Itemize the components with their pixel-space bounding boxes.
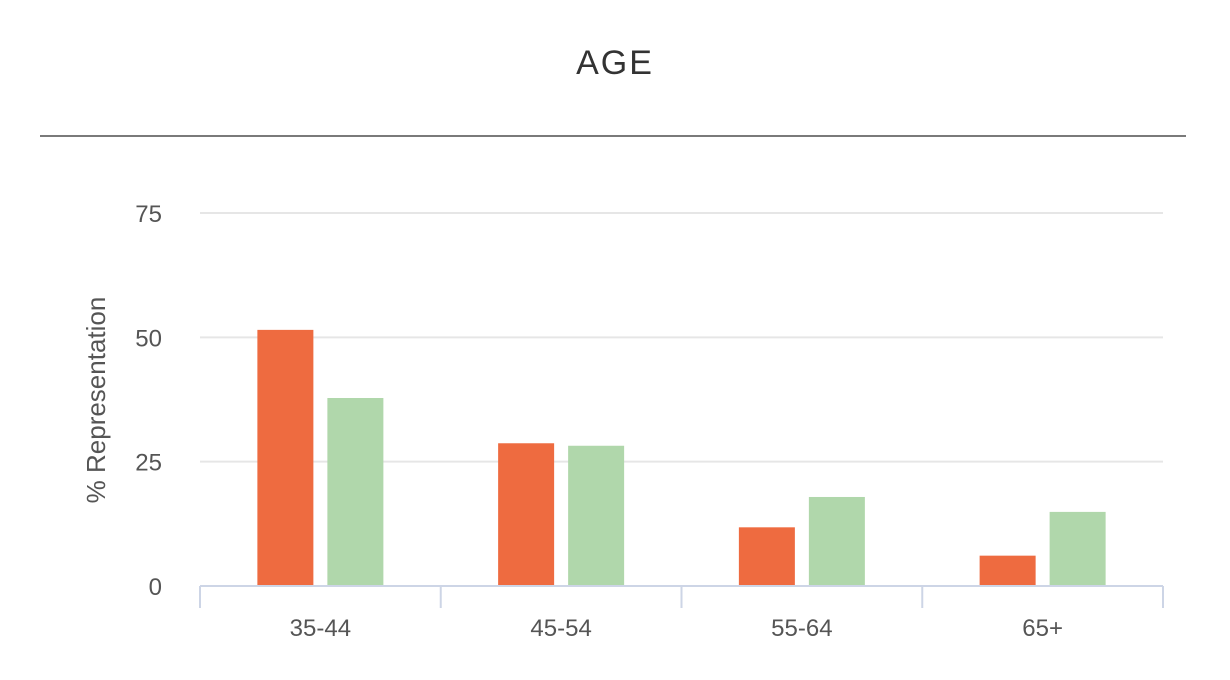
y-axis-label: % Representation <box>81 297 111 504</box>
y-tick-label: 75 <box>135 201 162 228</box>
bars <box>257 329 1106 586</box>
bar-series1-35-44 <box>257 329 314 586</box>
y-tick-label: 25 <box>135 450 162 477</box>
bar-series1-65+ <box>979 555 1036 586</box>
x-ticks: 35-44 45-54 55-64 65+ <box>290 615 1063 642</box>
bar-series2-35-44 <box>327 398 384 586</box>
bar-series2-45-54 <box>568 445 625 586</box>
y-ticks: 0 25 50 75 <box>135 201 162 601</box>
bar-series2-55-64 <box>808 496 865 586</box>
title-divider <box>40 135 1186 137</box>
y-tick-label: 0 <box>149 574 162 601</box>
bar-series1-45-54 <box>498 443 555 586</box>
chart-title: AGE <box>576 44 654 82</box>
bar-series1-55-64 <box>738 527 795 586</box>
y-tick-label: 50 <box>135 325 162 352</box>
x-tick-label: 55-64 <box>771 615 832 642</box>
x-tick-label: 65+ <box>1022 615 1063 642</box>
bar-series2-65+ <box>1049 511 1106 586</box>
x-axis <box>199 585 1164 608</box>
x-tick-label: 35-44 <box>290 615 351 642</box>
x-tick-label: 45-54 <box>530 615 591 642</box>
